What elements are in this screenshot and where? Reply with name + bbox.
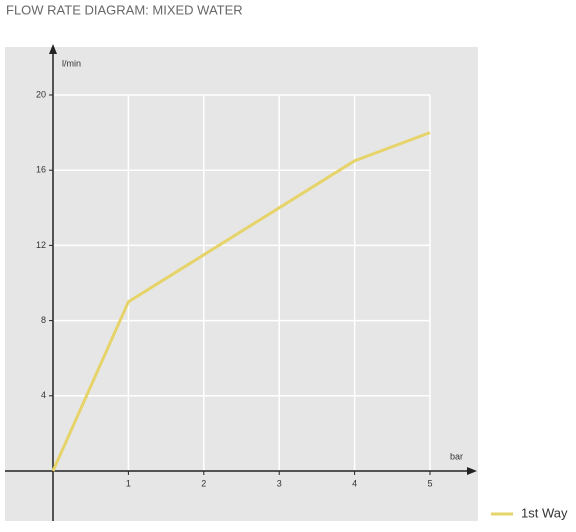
y-axis-arrow [49, 44, 57, 54]
x-tick-label: 2 [201, 478, 206, 488]
x-tick-label: 3 [277, 478, 282, 488]
plot-background [5, 47, 478, 521]
y-axis-label: l/min [62, 58, 81, 68]
y-tick-label: 16 [36, 165, 46, 175]
x-tick-label: 5 [427, 478, 432, 488]
x-axis-label: bar [450, 451, 463, 461]
x-tick-label: 1 [126, 478, 131, 488]
y-tick-label: 12 [36, 240, 46, 250]
data-line [51, 131, 431, 472]
chart-title: FLOW RATE DIAGRAM: MIXED WATER [6, 2, 243, 17]
y-tick-label: 20 [36, 89, 46, 99]
y-tick-label: 4 [41, 390, 46, 400]
legend-label: 1st Way [521, 505, 568, 520]
x-axis-arrow [467, 467, 477, 475]
y-tick-label: 8 [41, 315, 46, 325]
x-tick-label: 4 [352, 478, 357, 488]
